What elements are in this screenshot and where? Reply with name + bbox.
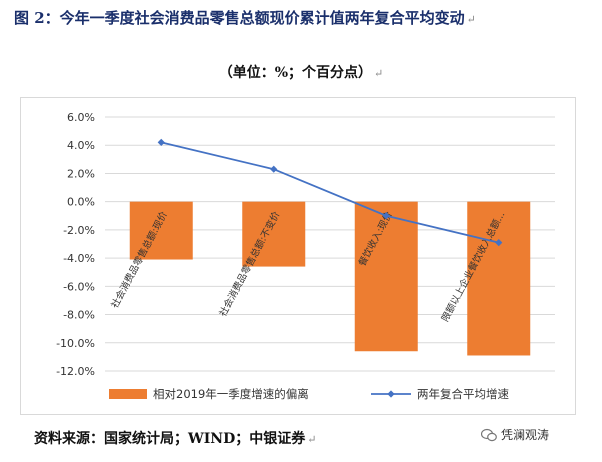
y-tick-label: -6.0% — [63, 280, 95, 293]
figure-subtitle: （单位：%；个百分点） ↵ — [0, 62, 602, 82]
y-tick-label: 6.0% — [67, 111, 95, 124]
y-tick-label: -10.0% — [56, 337, 95, 350]
source-note: 资料来源：国家统计局；WIND；中银证券 ↵ — [34, 428, 316, 448]
legend-marker — [387, 390, 395, 398]
chart: 6.0% 4.0% 2.0% 0.0% -2.0% -4.0% -6.0% -8.0% -10.… — [56, 111, 555, 401]
return-mark: ↵ — [374, 67, 384, 80]
return-mark: ↵ — [307, 433, 317, 446]
bar — [354, 201, 418, 352]
y-tick-label: 4.0% — [67, 139, 95, 152]
chart-frame: 6.0% 4.0% 2.0% 0.0% -2.0% -4.0% -6.0% -8.0% -10.… — [20, 97, 576, 415]
watermark-text: 凭澜观涛 — [501, 428, 550, 442]
y-tick-label: -8.0% — [63, 309, 95, 322]
line-point — [270, 165, 278, 173]
y-tick-label: -2.0% — [63, 224, 95, 237]
y-tick-label: 2.0% — [67, 167, 95, 180]
series-line — [161, 141, 499, 244]
y-tick-label: -12.0% — [56, 365, 95, 378]
legend-swatch-bar — [109, 389, 147, 399]
legend-label-line: 两年复合平均增速 — [417, 387, 509, 401]
source-text: 资料来源：国家统计局；WIND；中银证券 — [34, 431, 306, 447]
figure-subtitle-text: （单位：%；个百分点） — [218, 65, 373, 81]
line-point — [382, 212, 390, 220]
line-point — [495, 238, 503, 247]
y-tick-label: 0.0% — [67, 196, 95, 209]
line-point — [157, 138, 165, 146]
wechat-logo-icon — [481, 428, 497, 441]
bar — [242, 201, 306, 267]
bar — [129, 201, 193, 260]
figure-title: 图 2：今年一季度社会消费品零售总额现价累计值两年复合平均变动 ↵ — [14, 7, 594, 28]
watermark: 凭澜观涛 — [481, 426, 549, 443]
return-mark: ↵ — [466, 13, 476, 26]
figure-title-text: 图 2：今年一季度社会消费品零售总额现价累计值两年复合平均变动 — [14, 9, 465, 27]
y-tick-label: -4.0% — [63, 252, 95, 265]
bar — [467, 201, 531, 356]
legend-label-bar: 相对2019年一季度增速的偏离 — [153, 387, 309, 401]
